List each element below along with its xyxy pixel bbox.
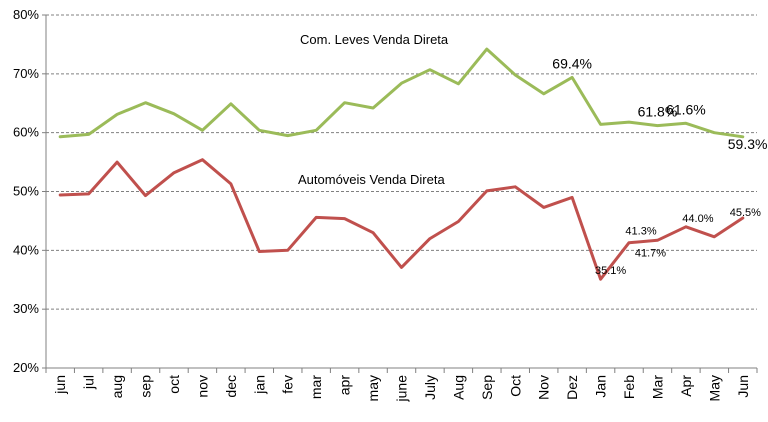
x-tick-label: Nov xyxy=(536,375,552,400)
data-label: 61.8% xyxy=(638,104,678,120)
y-tick-label: 60% xyxy=(13,125,39,140)
x-tick-label: Mar xyxy=(649,375,665,399)
x-tick-label: jul xyxy=(81,375,97,390)
x-tick-label: May xyxy=(706,375,722,401)
x-tick-label: apr xyxy=(337,375,353,396)
x-tick-label: may xyxy=(365,375,381,401)
data-label: 69.4% xyxy=(552,55,592,71)
x-tick-label: jan xyxy=(251,375,267,395)
x-tick-label: jun xyxy=(52,375,68,395)
x-tick-label: July xyxy=(422,375,438,400)
x-tick-label: Jun xyxy=(735,375,751,398)
y-tick-label: 40% xyxy=(13,242,39,257)
data-label: 41.7% xyxy=(635,247,666,259)
gridlines xyxy=(46,14,757,310)
x-tick-label: oct xyxy=(166,375,182,394)
series-line-1 xyxy=(58,158,745,281)
x-tick-label: Feb xyxy=(621,375,637,399)
y-tick-label: 20% xyxy=(13,360,39,375)
x-tick-label: sep xyxy=(138,375,154,398)
x-tick-label: dec xyxy=(223,375,239,398)
x-tick-label: Jan xyxy=(593,375,609,398)
x-tick-label: fev xyxy=(280,375,296,394)
y-tick-label: 70% xyxy=(13,66,39,81)
x-tick-label: Oct xyxy=(507,375,523,397)
data-label: 61.6% xyxy=(666,101,706,117)
x-tick-label: Sep xyxy=(479,375,495,400)
x-tick-label: Dez xyxy=(564,375,580,400)
data-labels: 69.4% 61.8%61.6% 59.3% 35.1% 41.3% 41.7% 44.0%… xyxy=(552,55,767,277)
series-label-automoveis: Automóveis Venda Direta xyxy=(298,172,445,187)
data-label: 35.1% xyxy=(595,265,626,277)
y-tick-label: 80% xyxy=(13,7,39,22)
data-label: 45.5% xyxy=(730,207,761,219)
x-tick-label: june xyxy=(394,375,410,403)
series-label-com-leves: Com. Leves Venda Direta xyxy=(300,32,449,47)
data-label: 41.3% xyxy=(625,226,656,238)
x-tick-label: mar xyxy=(308,375,324,399)
data-label: 59.3% xyxy=(728,136,768,152)
series-line-0 xyxy=(58,47,745,139)
y-axis: 20% 30% 40% 50% 60% 70% 80% xyxy=(13,7,46,375)
x-tick-label: aug xyxy=(109,375,125,398)
x-axis: jun jul aug sep oct nov dec jan fev mar apr may june… xyxy=(45,15,758,403)
y-tick-label: 30% xyxy=(13,301,39,316)
series-lines xyxy=(58,47,745,281)
x-tick-label: Aug xyxy=(450,375,466,400)
x-tick-label: nov xyxy=(194,375,210,398)
x-tick-label: Apr xyxy=(678,375,694,397)
data-label: 44.0% xyxy=(682,213,713,225)
y-tick-label: 50% xyxy=(13,184,39,199)
